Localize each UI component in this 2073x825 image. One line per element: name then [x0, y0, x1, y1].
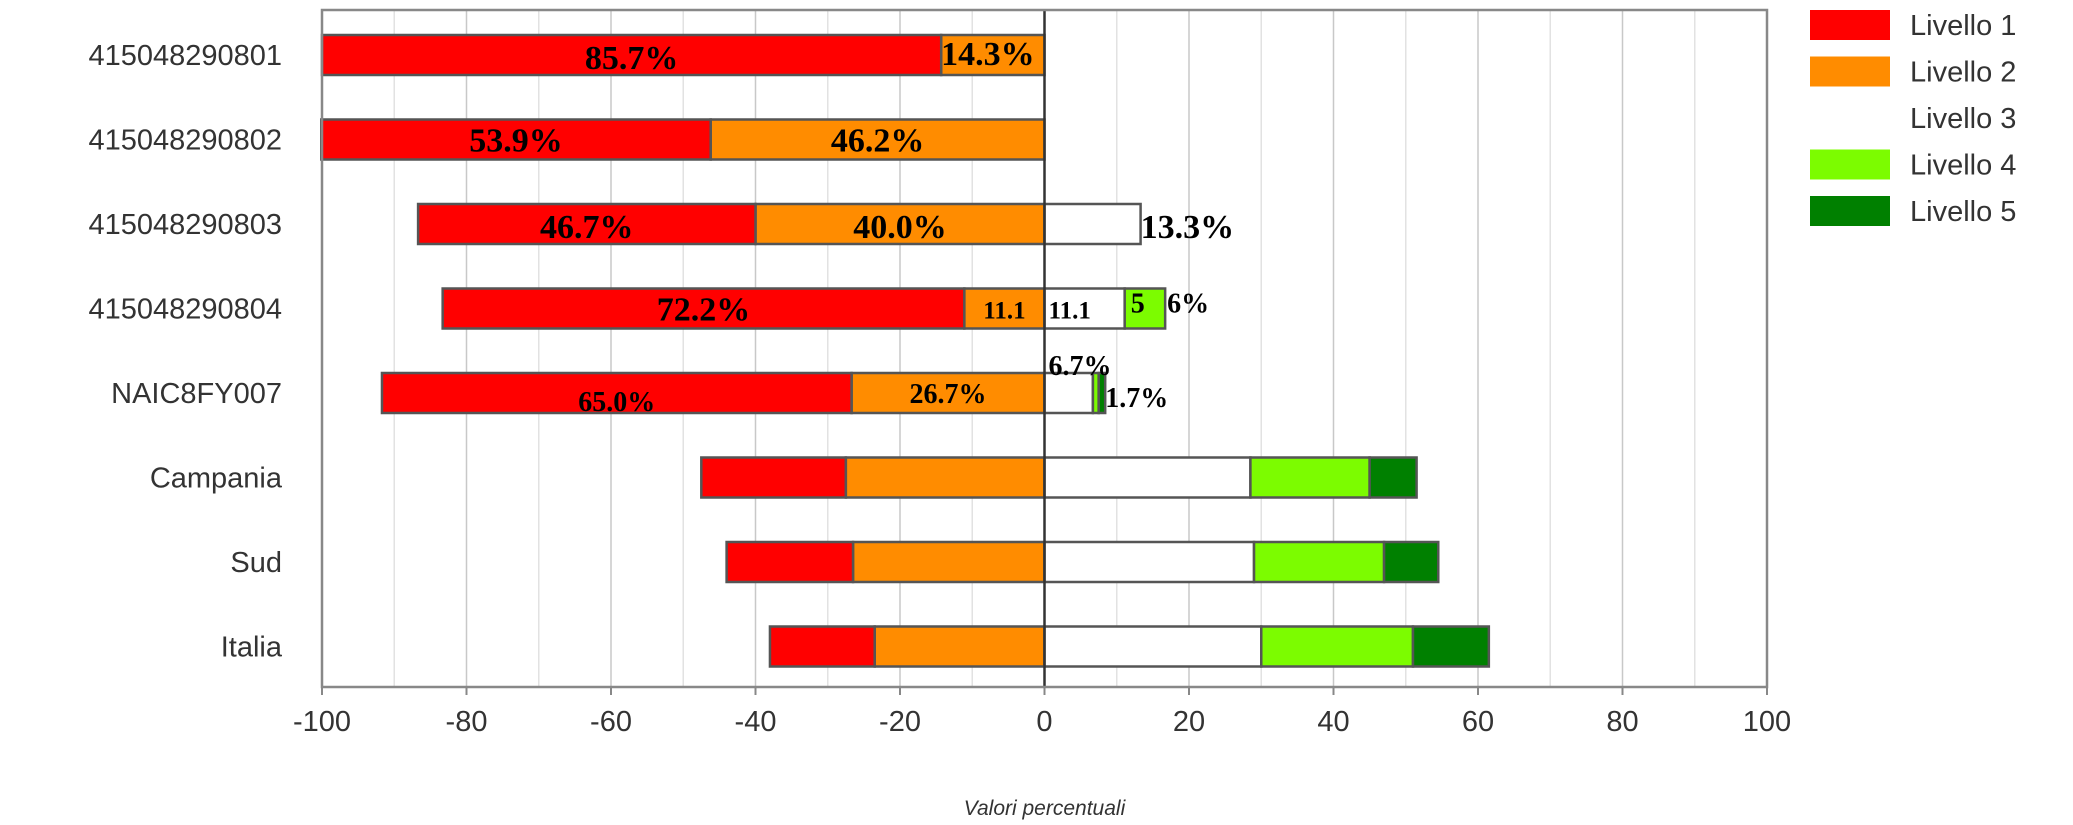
category-label: Campania — [150, 463, 283, 495]
data-label: 13.3% — [1141, 209, 1235, 246]
category-label: 415048290801 — [88, 40, 282, 72]
category-label: 415048290803 — [88, 209, 282, 241]
bar-segment — [754, 202, 1046, 246]
data-label: 46.2% — [831, 123, 925, 160]
bar-segment — [873, 625, 1046, 668]
bar-segment — [1249, 456, 1371, 499]
bar-segment — [1252, 540, 1386, 584]
data-label: 11.1 — [1049, 298, 1091, 325]
x-tick-label: -20 — [879, 706, 921, 738]
bar-segment — [1411, 625, 1491, 668]
x-axis-title: Valori percentuali — [964, 797, 1127, 820]
legend-swatch — [1810, 10, 1890, 40]
legend: Livello 1 Livello 2 Livello 3 Livello 4 Live… — [1810, 10, 2016, 228]
x-tick-label: -40 — [735, 706, 777, 738]
data-label: 46.7% — [540, 209, 634, 246]
bar-segment — [963, 287, 1046, 330]
bar-segment — [709, 118, 1046, 161]
bar-segment — [441, 287, 966, 330]
bar-segment — [850, 371, 1046, 415]
x-tick-label: -60 — [590, 706, 632, 738]
data-label: 6% — [1167, 289, 1209, 320]
axes-group: 415048290801 415048290802 415048290803 4150… — [88, 8, 1791, 738]
bars-group — [320, 33, 1491, 668]
legend-label: Livello 5 — [1910, 196, 2016, 228]
bar-segment — [1043, 371, 1095, 415]
bar-segment — [1123, 287, 1167, 330]
bar-segment — [380, 371, 853, 415]
bar-segment — [1043, 540, 1256, 584]
x-tick-label: -100 — [293, 706, 351, 738]
data-label: 5 — [1131, 289, 1145, 320]
data-label: 53.9% — [469, 123, 563, 160]
x-tick-label: 60 — [1462, 706, 1494, 738]
data-labels-group: 85.7% 14.3% 53.9% 46.2% 46.7% 40.0% 13.3% 72.2%… — [469, 36, 1234, 418]
x-tick-label: 40 — [1317, 706, 1349, 738]
legend-label: Livello 2 — [1910, 57, 2016, 89]
x-tick-label: 100 — [1743, 706, 1791, 738]
x-tick-label: 80 — [1606, 706, 1638, 738]
data-label: 26.7% — [910, 379, 987, 410]
category-label: NAIC8FY007 — [111, 378, 282, 410]
category-label: 415048290804 — [88, 294, 282, 326]
legend-label: Livello 1 — [1910, 10, 2016, 42]
legend-swatch — [1810, 56, 1890, 87]
data-label: 6.7% — [1049, 351, 1112, 382]
bar-segment — [1097, 371, 1107, 415]
data-label: 11.1 — [983, 298, 1025, 325]
bar-segment — [844, 456, 1046, 499]
bar-segment — [320, 33, 943, 77]
data-label: 1.7% — [1105, 383, 1168, 414]
x-tick-label: -80 — [446, 706, 488, 738]
category-label: Italia — [221, 632, 283, 664]
data-label: 40.0% — [853, 209, 947, 246]
data-label: 72.2% — [657, 292, 751, 329]
x-tick-label: 0 — [1036, 706, 1052, 738]
bar-segment — [1043, 456, 1252, 499]
data-label: 85.7% — [585, 40, 679, 77]
bar-segment — [851, 540, 1046, 584]
bar-segment — [320, 118, 712, 161]
bar-segment — [1260, 625, 1415, 668]
category-label: Sud — [230, 547, 282, 579]
bar-segment — [1382, 540, 1440, 584]
bar-segment — [700, 456, 848, 499]
bar-segment — [1043, 625, 1263, 668]
legend-label: Livello 3 — [1910, 103, 2016, 135]
legend-swatch — [1810, 196, 1890, 226]
category-label: 415048290802 — [88, 125, 282, 157]
x-tick-label: 20 — [1173, 706, 1205, 738]
data-label: 65.0% — [578, 387, 655, 418]
bar-segment — [416, 202, 757, 246]
bar-segment — [768, 625, 876, 668]
legend-label: Livello 4 — [1910, 150, 2016, 182]
legend-swatch — [1810, 149, 1890, 180]
bar-segment — [1368, 456, 1418, 499]
data-label: 14.3% — [941, 36, 1035, 73]
legend-swatch — [1810, 103, 1890, 133]
bar-segment — [1043, 202, 1142, 246]
bar-segment — [725, 540, 855, 584]
